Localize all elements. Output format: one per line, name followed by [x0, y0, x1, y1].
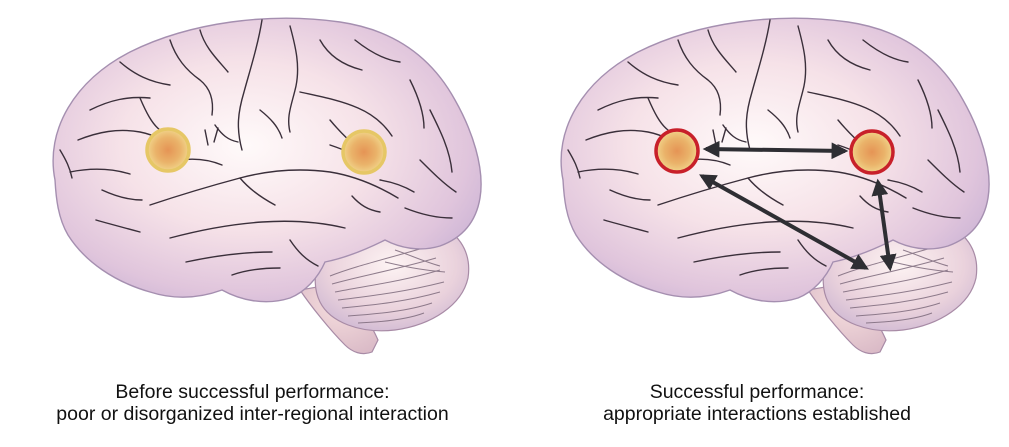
- caption-before: Before successful performance: poor or d…: [0, 381, 505, 425]
- parietal-node-active: [849, 129, 895, 175]
- caption-after-line1: Successful performance:: [649, 381, 865, 403]
- brain-after-panel: [560, 17, 990, 355]
- caption-before-line1: Before successful performance:: [115, 381, 390, 403]
- caption-after: Successful performance: appropriate inte…: [505, 381, 1009, 425]
- brain-illustration-icon: [52, 17, 482, 355]
- bidirectional-arrow-frontal-cerebellum: [699, 174, 869, 270]
- bidirectional-arrow-frontal-parietal: [702, 140, 849, 160]
- frontal-node-active: [654, 128, 700, 174]
- caption-after-line2: appropriate interactions established: [603, 403, 911, 425]
- frontal-node-inactive: [145, 127, 191, 173]
- parietal-node-inactive: [341, 129, 387, 175]
- brain-illustration-icon-right: [560, 17, 990, 355]
- caption-before-line2: poor or disorganized inter-regional inte…: [56, 403, 449, 425]
- bidirectional-arrow-parietal-cerebellum: [871, 178, 897, 272]
- brain-before-panel: [52, 17, 482, 355]
